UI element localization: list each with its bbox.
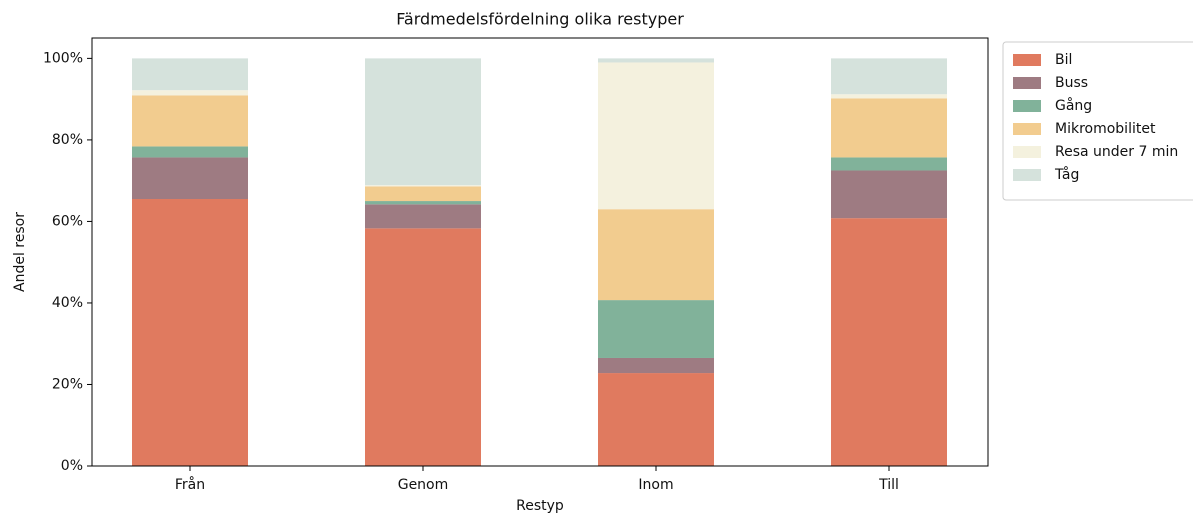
- chart-title: Färdmedelsfördelning olika restyper: [396, 10, 684, 29]
- bar-segment: [598, 58, 714, 63]
- x-axis-label: Restyp: [516, 498, 564, 514]
- bar-segment: [132, 146, 248, 158]
- y-tick-label: 0%: [61, 458, 83, 474]
- bar-segment: [831, 98, 947, 158]
- x-tick-label: Från: [175, 476, 205, 493]
- bar-segment: [831, 94, 947, 99]
- bar-segment: [831, 218, 947, 466]
- legend-swatch: [1013, 77, 1041, 89]
- bar-segment: [132, 58, 248, 91]
- legend-label: Mikromobilitet: [1055, 121, 1156, 137]
- bar-segment: [831, 157, 947, 171]
- bar-segment: [132, 157, 248, 200]
- plot-frame: [91, 37, 989, 467]
- legend-label: Gång: [1055, 97, 1092, 114]
- bar-segment: [365, 186, 481, 202]
- bar-segment: [831, 170, 947, 219]
- bar-segment: [365, 201, 481, 205]
- y-tick-label: 80%: [52, 132, 83, 148]
- bar-segment: [598, 357, 714, 374]
- legend-swatch: [1013, 123, 1041, 135]
- bar-segment: [598, 300, 714, 358]
- bar-segment: [598, 209, 714, 301]
- y-tick-label: 40%: [52, 295, 83, 311]
- legend-swatch: [1013, 54, 1041, 66]
- legend-label: Bil: [1055, 52, 1072, 68]
- bar-segment: [132, 199, 248, 466]
- bar-segment: [598, 373, 714, 466]
- bar-segment: [365, 228, 481, 466]
- legend-box: [1002, 41, 1193, 201]
- bar-segment: [365, 204, 481, 229]
- legend-label: Tåg: [1054, 166, 1079, 183]
- bar-segment: [365, 185, 481, 187]
- bar-segment: [598, 62, 714, 210]
- legend-swatch: [1013, 169, 1041, 181]
- x-tick-label: Till: [878, 477, 899, 493]
- y-tick-label: 60%: [52, 213, 83, 229]
- y-axis-label: Andel resor: [12, 212, 28, 292]
- legend-label: Resa under 7 min: [1055, 144, 1178, 160]
- bar-segment: [365, 58, 481, 186]
- bar-segment: [132, 90, 248, 96]
- bar-segment: [132, 95, 248, 147]
- legend-swatch: [1013, 146, 1041, 158]
- bar-segment: [831, 58, 947, 95]
- legend-swatch: [1013, 100, 1041, 112]
- y-tick-label: 20%: [52, 376, 83, 392]
- x-tick-label: Inom: [638, 477, 673, 493]
- x-tick-label: Genom: [398, 477, 449, 493]
- legend-label: Buss: [1055, 75, 1088, 91]
- y-tick-label: 100%: [43, 50, 83, 66]
